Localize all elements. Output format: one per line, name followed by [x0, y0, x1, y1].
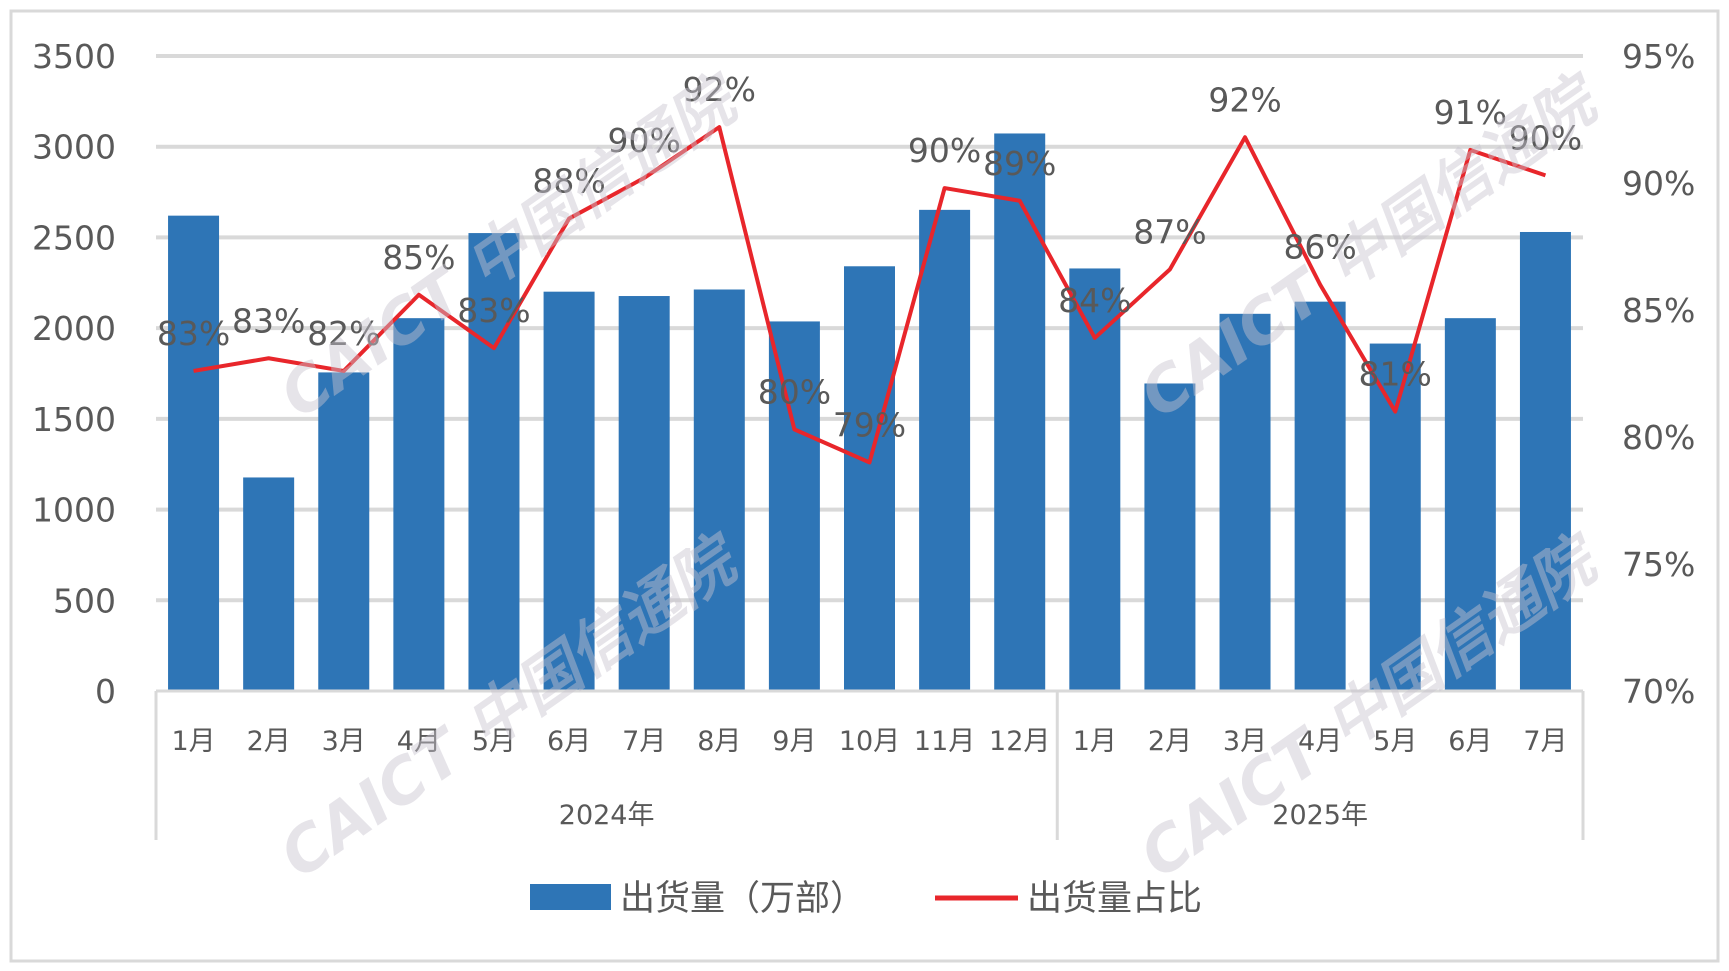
- right-tick-label: 80%: [1622, 418, 1695, 457]
- bar: [168, 215, 220, 691]
- legend-bar-label: 出货量（万部）: [620, 879, 865, 919]
- legend-bar-swatch: [530, 884, 611, 910]
- axes: 0 500 1000 1500 2000 2500 3000 3500 70% 75% 80% 85%…: [32, 37, 1695, 840]
- bar: [618, 296, 670, 691]
- category-label: 3月: [322, 726, 366, 757]
- data-labels: 83% 83% 82%85%83%88%90%92%80%79%90% 89%84%8…: [157, 70, 1582, 444]
- category-label: 3月: [1223, 726, 1267, 757]
- category-label: 4月: [1298, 726, 1342, 757]
- left-tick-label: 3500: [32, 37, 116, 76]
- category-label: 9月: [772, 726, 816, 757]
- category-label: 5月: [472, 726, 516, 757]
- left-tick-label: 2500: [32, 218, 116, 257]
- data-label: 90%: [608, 121, 681, 160]
- data-label: 83%: [157, 314, 230, 353]
- legend-line-label: 出货量占比: [1027, 879, 1202, 919]
- category-label: 6月: [547, 726, 591, 757]
- data-label: 87%: [1133, 212, 1206, 251]
- left-tick-label: 1000: [32, 491, 116, 530]
- category-label: 7月: [622, 726, 666, 757]
- data-label: 82%: [307, 314, 380, 353]
- data-label: 81%: [1359, 355, 1432, 394]
- category-label: 10月: [839, 726, 900, 757]
- bar: [1519, 231, 1571, 691]
- category-label: 5月: [1373, 726, 1417, 757]
- category-label: 4月: [397, 726, 441, 757]
- left-tick-label: 500: [53, 581, 116, 620]
- bar: [243, 477, 295, 691]
- right-tick-label: 95%: [1622, 37, 1695, 76]
- data-label: 88%: [532, 162, 605, 201]
- data-label: 92%: [1208, 80, 1281, 119]
- category-label: 1月: [171, 726, 215, 757]
- left-tick-label: 2000: [32, 309, 116, 348]
- bar: [919, 209, 971, 691]
- category-label: 6月: [1448, 726, 1492, 757]
- left-tick-label: 1500: [32, 400, 116, 439]
- bar: [1294, 301, 1346, 691]
- data-label: 90%: [908, 131, 981, 170]
- bar: [1369, 343, 1421, 691]
- bar-series: [168, 133, 1571, 692]
- bar: [1219, 313, 1271, 691]
- line-series: [193, 125, 1547, 465]
- category-label: 1月: [1073, 726, 1117, 757]
- data-label: 85%: [382, 238, 455, 277]
- group-label: 2025年: [1272, 800, 1368, 831]
- bar: [844, 266, 895, 691]
- category-label: 11月: [914, 726, 975, 757]
- data-label: 86%: [1283, 228, 1356, 267]
- bar: [1144, 383, 1196, 691]
- right-tick-label: 70%: [1622, 672, 1695, 711]
- category-label: 2月: [1148, 726, 1192, 757]
- group-label: 2024年: [559, 800, 655, 831]
- data-label: 83%: [232, 301, 305, 340]
- data-label: 84%: [1058, 281, 1131, 320]
- right-tick-label: 85%: [1622, 291, 1695, 330]
- bar: [318, 372, 370, 691]
- legend: 出货量（万部） 出货量占比: [530, 879, 1202, 919]
- category-label: 7月: [1523, 726, 1567, 757]
- left-tick-label: 0: [95, 672, 116, 711]
- category-label: 2月: [247, 726, 291, 757]
- data-label: 91%: [1434, 93, 1507, 132]
- data-label: 90%: [1509, 118, 1582, 157]
- right-tick-label: 75%: [1622, 545, 1695, 584]
- bar: [768, 321, 820, 691]
- bar: [994, 133, 1046, 692]
- bar: [1069, 268, 1121, 691]
- data-label: 83%: [457, 291, 530, 330]
- left-tick-label: 3000: [32, 128, 116, 167]
- data-label: 80%: [758, 372, 831, 411]
- data-label: 92%: [683, 70, 756, 109]
- bar: [393, 318, 445, 691]
- bar: [1444, 318, 1496, 691]
- bar: [543, 291, 595, 691]
- category-label: 8月: [697, 726, 741, 757]
- bar: [468, 233, 520, 691]
- right-tick-label: 90%: [1622, 164, 1695, 203]
- category-label: 12月: [989, 726, 1050, 757]
- data-label: 79%: [833, 405, 906, 444]
- data-label: 89%: [983, 144, 1056, 183]
- bar: [693, 289, 745, 691]
